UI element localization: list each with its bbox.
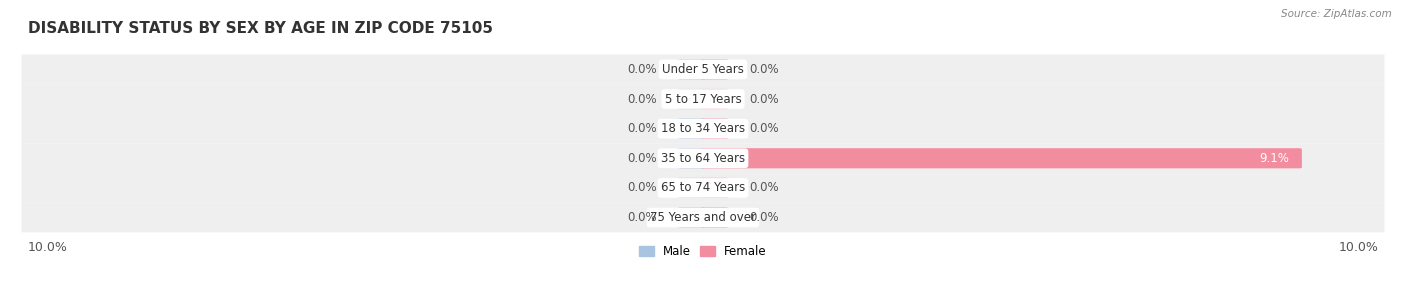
Text: 75 Years and over: 75 Years and over (650, 211, 756, 224)
Text: 0.0%: 0.0% (627, 181, 657, 194)
FancyBboxPatch shape (700, 178, 728, 198)
FancyBboxPatch shape (21, 143, 1385, 173)
Text: 65 to 74 Years: 65 to 74 Years (661, 181, 745, 194)
Text: 0.0%: 0.0% (749, 181, 779, 194)
Text: 0.0%: 0.0% (749, 63, 779, 76)
FancyBboxPatch shape (700, 207, 728, 228)
FancyBboxPatch shape (700, 59, 728, 80)
Text: 0.0%: 0.0% (627, 122, 657, 135)
FancyBboxPatch shape (21, 173, 1385, 203)
FancyBboxPatch shape (678, 178, 706, 198)
Text: 5 to 17 Years: 5 to 17 Years (665, 92, 741, 106)
Text: 0.0%: 0.0% (749, 92, 779, 106)
Text: 35 to 64 Years: 35 to 64 Years (661, 152, 745, 165)
Text: Source: ZipAtlas.com: Source: ZipAtlas.com (1281, 9, 1392, 19)
FancyBboxPatch shape (678, 207, 706, 228)
Text: 0.0%: 0.0% (749, 211, 779, 224)
FancyBboxPatch shape (21, 114, 1385, 143)
Legend: Male, Female: Male, Female (634, 240, 772, 263)
FancyBboxPatch shape (678, 59, 706, 80)
Text: 0.0%: 0.0% (627, 63, 657, 76)
FancyBboxPatch shape (700, 148, 1302, 168)
Text: 0.0%: 0.0% (627, 211, 657, 224)
Text: DISABILITY STATUS BY SEX BY AGE IN ZIP CODE 75105: DISABILITY STATUS BY SEX BY AGE IN ZIP C… (28, 21, 494, 36)
FancyBboxPatch shape (678, 148, 706, 168)
Text: Under 5 Years: Under 5 Years (662, 63, 744, 76)
FancyBboxPatch shape (678, 119, 706, 139)
FancyBboxPatch shape (700, 119, 728, 139)
Text: 0.0%: 0.0% (627, 92, 657, 106)
FancyBboxPatch shape (700, 89, 728, 109)
Text: 9.1%: 9.1% (1260, 152, 1289, 165)
FancyBboxPatch shape (21, 203, 1385, 232)
Text: 18 to 34 Years: 18 to 34 Years (661, 122, 745, 135)
Text: 0.0%: 0.0% (749, 122, 779, 135)
FancyBboxPatch shape (21, 55, 1385, 84)
FancyBboxPatch shape (21, 84, 1385, 114)
Text: 0.0%: 0.0% (627, 152, 657, 165)
FancyBboxPatch shape (678, 89, 706, 109)
